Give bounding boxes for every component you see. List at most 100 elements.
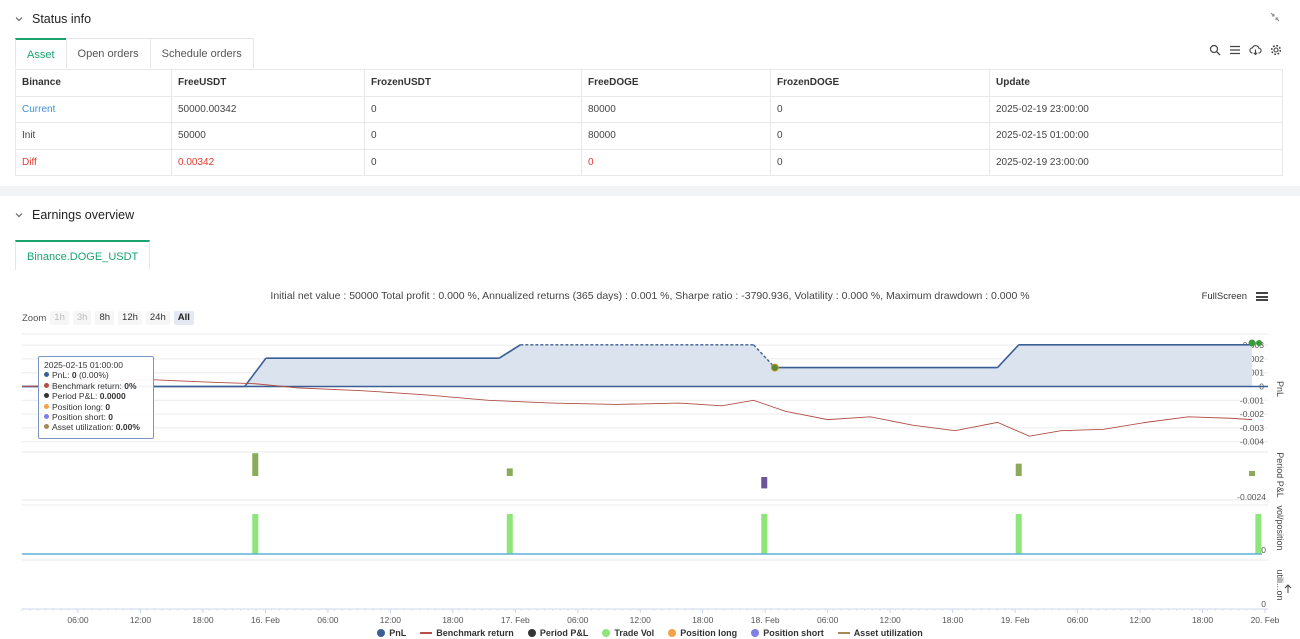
tab-open-orders[interactable]: Open orders	[65, 38, 151, 68]
period-pnl-bar	[506, 468, 513, 476]
x-tick-label: 20. Feb	[1251, 615, 1280, 625]
pnl-marker-end	[1248, 339, 1256, 347]
cell: 2025-02-15 01:00:00	[989, 122, 1283, 150]
tooltip-position-long: Position long: 0	[44, 402, 148, 412]
x-tick-label: 16. Feb	[251, 615, 280, 625]
vol-tick-label: 0	[1261, 545, 1266, 555]
pnl-area	[22, 344, 1252, 387]
legend-symbol	[420, 632, 433, 634]
zoom-1h-button[interactable]: 1h	[50, 311, 69, 325]
tooltip-benchmark: Benchmark return: 0%	[44, 381, 148, 391]
cell: 0.00342	[171, 148, 365, 176]
search-icon[interactable]	[1209, 44, 1221, 56]
col-freedoge[interactable]: FreeDOGE	[581, 69, 771, 97]
legend-item[interactable]: Period P&L	[527, 628, 589, 638]
col-frozendoge[interactable]: FrozenDOGE	[770, 69, 990, 97]
x-tick-label: 18:00	[442, 615, 464, 625]
legend-item[interactable]: Trade Vol	[602, 628, 654, 638]
col-frozenusdt[interactable]: FrozenUSDT	[364, 69, 582, 97]
legend-item[interactable]: Asset utilization	[837, 628, 923, 638]
chevron-down-icon[interactable]	[14, 210, 24, 220]
legend-item[interactable]: Benchmark return	[420, 628, 514, 638]
cell: 0	[770, 95, 990, 123]
tooltip-position-short: Position short: 0	[44, 412, 148, 422]
tooltip-time: 2025-02-15 01:00:00	[44, 360, 123, 370]
x-tick-label: 06:00	[817, 615, 839, 625]
benchmark-line	[21, 379, 1253, 437]
x-tick-label: 12:00	[130, 615, 152, 625]
cell: 0	[770, 148, 990, 176]
zoom-24h-button[interactable]: 24h	[145, 311, 170, 325]
gear-icon[interactable]	[1270, 44, 1282, 56]
period-axis-label: Period P&L	[1275, 452, 1285, 498]
zoom-3h-button[interactable]: 3h	[72, 311, 92, 325]
trade-vol-bar	[1255, 514, 1262, 554]
zoom-label: Zoom	[22, 312, 47, 324]
x-tick-label: 17. Feb	[501, 615, 530, 625]
tooltip-asset-utilization: Asset utilization: 0.00%	[44, 422, 148, 432]
cell-label: Diff	[15, 148, 172, 176]
col-freeusdt[interactable]: FreeUSDT	[171, 69, 365, 97]
x-tick-label: 12:00	[1129, 615, 1151, 625]
cloud-download-icon[interactable]	[1249, 44, 1262, 56]
pnl-tick-label: -0.004	[1240, 437, 1264, 447]
pnl-tick-label: -0.003	[1240, 423, 1264, 433]
cell: 50000.00342	[171, 95, 365, 123]
x-tick-label: 18:00	[1192, 615, 1214, 625]
legend-label: Period P&L	[539, 628, 589, 638]
legend-label: PnL	[389, 628, 407, 638]
col-update[interactable]: Update	[989, 69, 1283, 97]
period-pnl-bar	[761, 477, 768, 489]
cell: 50000	[171, 122, 365, 150]
pnl-tick-label: -0.001	[1240, 395, 1264, 405]
zoom-12h-button[interactable]: 12h	[118, 311, 142, 325]
legend-symbol	[668, 629, 677, 637]
list-icon[interactable]	[1229, 44, 1241, 56]
cell: 0	[770, 122, 990, 150]
legend-label: Asset utilization	[853, 628, 923, 638]
legend-item[interactable]: Position short	[751, 628, 824, 638]
zoom-8h-button[interactable]: 8h	[95, 311, 115, 325]
legend-item[interactable]: Position long	[668, 628, 737, 638]
menu-icon[interactable]	[1256, 292, 1268, 301]
zoom-all-button[interactable]: All	[173, 311, 194, 325]
tab-asset[interactable]: Asset	[15, 38, 67, 68]
legend-item[interactable]: PnL	[377, 628, 406, 638]
zoom-bar: Zoom 1h 3h 8h 12h 24h All	[22, 311, 194, 325]
asset-table: Binance FreeUSDT FrozenUSDT FreeDOGE Fro…	[15, 69, 1283, 176]
fullscreen-button[interactable]: FullScreen	[1201, 291, 1247, 302]
cell-label: Current	[15, 95, 172, 123]
tab-binance-doge-usdt[interactable]: Binance.DOGE_USDT	[15, 240, 151, 270]
collapse-arrows-icon[interactable]	[1270, 12, 1280, 25]
cell: 2025-02-19 23:00:00	[989, 148, 1283, 176]
trade-vol-bar	[252, 514, 259, 554]
status-panel: Status info Asset Open orders Schedule o…	[0, 0, 1300, 186]
earnings-panel: Earnings overview Binance.DOGE_USDT Init…	[0, 196, 1300, 639]
tab-schedule-orders[interactable]: Schedule orders	[149, 38, 254, 68]
pnl-marker	[770, 363, 779, 372]
cell: 0	[364, 148, 582, 176]
status-title: Status info	[32, 12, 92, 26]
legend-symbol	[602, 629, 611, 637]
cell: 0	[364, 122, 582, 150]
period-tick-label: -0.0024	[1237, 492, 1266, 502]
earnings-tabs: Binance.DOGE_USDT	[15, 240, 151, 270]
period-pnl-bar	[252, 453, 259, 476]
earnings-header[interactable]: Earnings overview	[14, 208, 134, 222]
x-tick-label: 06:00	[317, 615, 339, 625]
util-tick-label: 0	[1261, 599, 1266, 609]
legend-symbol	[837, 632, 850, 634]
tooltip-pnl: PnL: 0 (0.00%)	[44, 370, 148, 380]
chevron-down-icon[interactable]	[14, 14, 24, 24]
tooltip-period-pnl: Period P&L: 0.0000	[44, 391, 148, 401]
util-axis-label: utili...on	[1275, 569, 1285, 600]
trade-vol-bar	[1015, 514, 1022, 554]
legend-label: Position short	[763, 628, 824, 638]
status-header[interactable]: Status info	[14, 12, 91, 26]
legend-symbol	[751, 629, 760, 637]
table-row: Diff 0.00342 0 0 0 2025-02-19 23:00:00	[15, 148, 1283, 176]
chart-legend: PnL Benchmark return Period P&L Trade Vol Po…	[0, 628, 1300, 638]
pnl-marker-end	[1256, 340, 1262, 346]
x-tick-label: 12:00	[880, 615, 902, 625]
